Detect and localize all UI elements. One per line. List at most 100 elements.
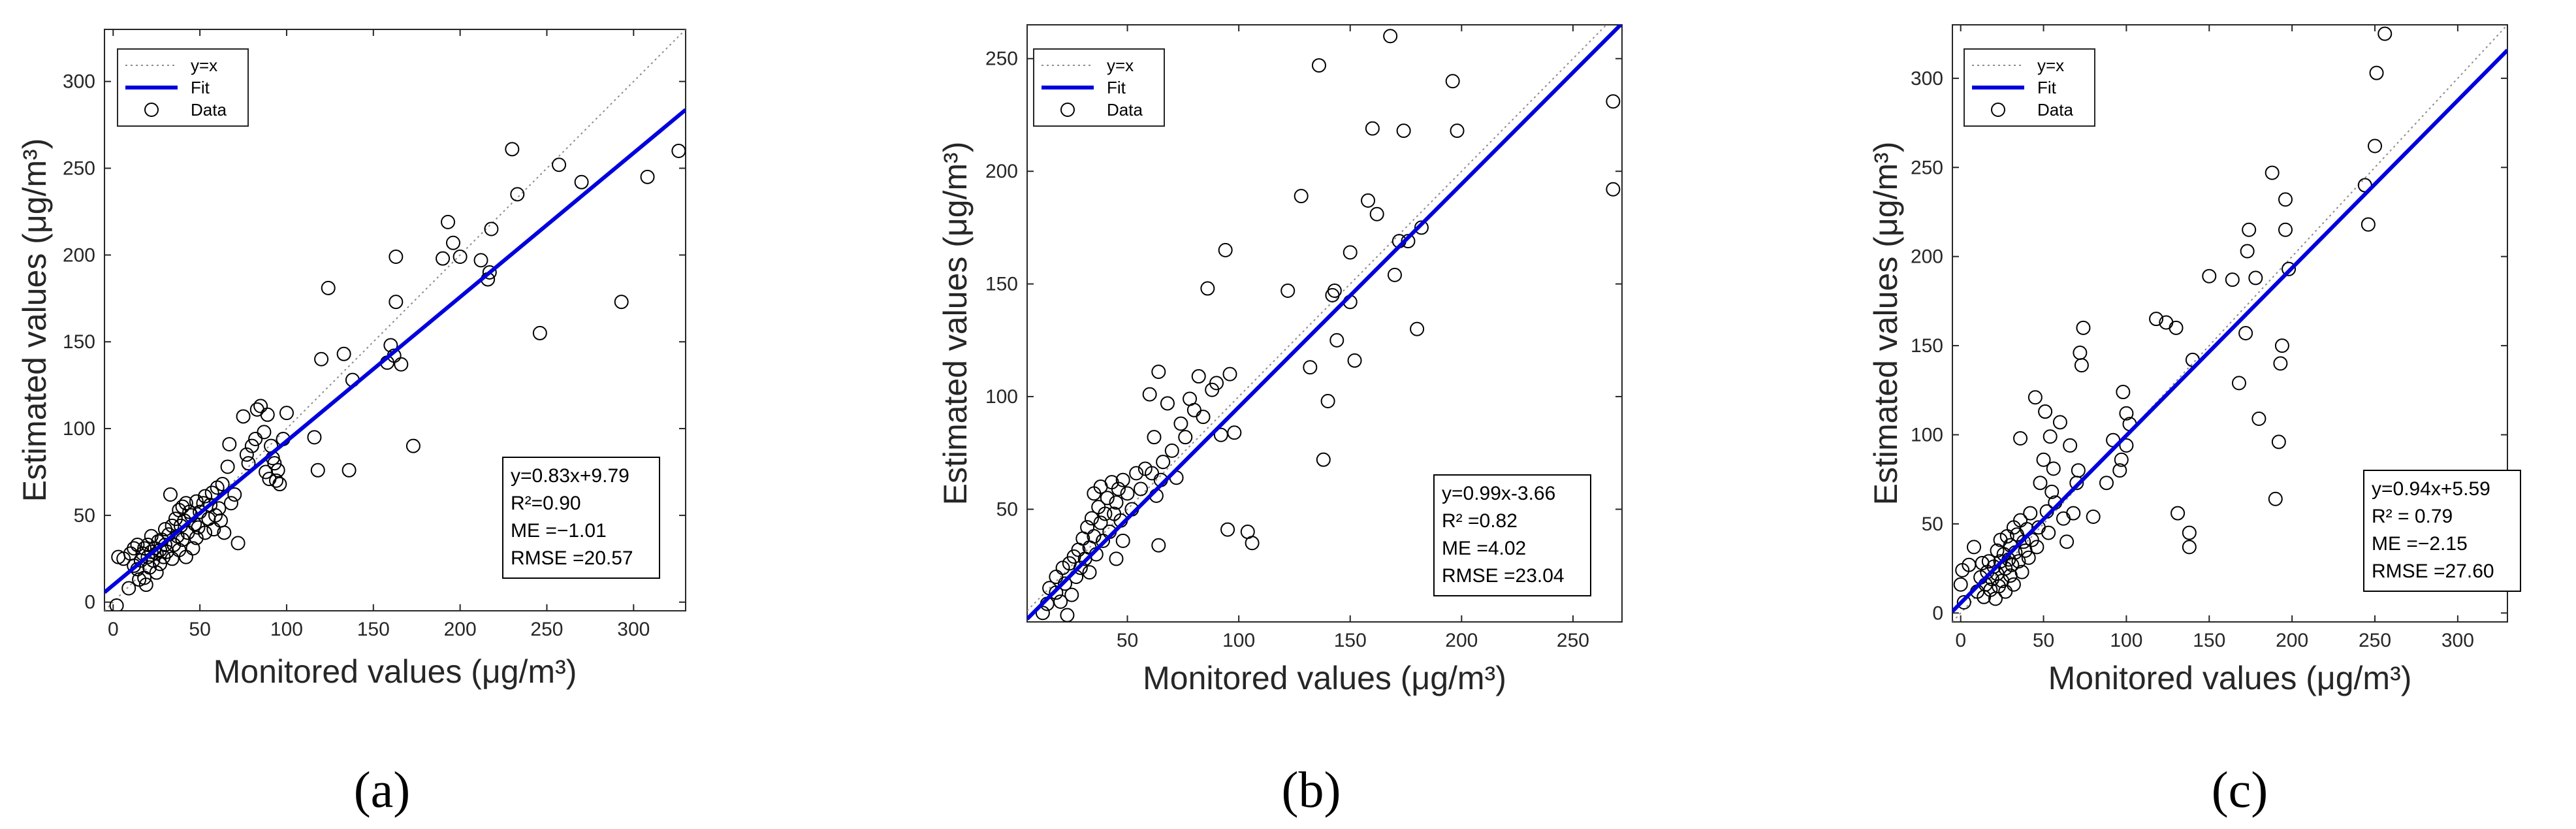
data-point [1311,58,1326,73]
data-point [1303,360,1318,375]
fit-line [104,108,686,594]
legend-label-identity: y=x [2037,56,2064,75]
data-point [1115,472,1130,487]
legend: y=x Fit Data [1033,48,1165,127]
y-axis-title: Estimated values (μg/m³) [1868,142,1904,506]
stats-equation: y=0.99x-3.66 [1442,483,1555,504]
panel-c: 0 50 100 150 200 250 300 0 50 100 150 200 250 300 y=x F… [1868,24,2521,818]
y-tick-label: 50 [74,505,95,527]
stats-rmse: RMSE =20.57 [511,547,633,569]
y-tick-label: 300 [63,71,95,93]
data-point [1218,242,1233,257]
x-tick-label: 200 [1445,630,1478,651]
data-point [231,536,246,551]
data-point [1396,123,1411,138]
data-point [307,430,322,445]
data-point [1082,565,1097,580]
stats-equation: y=0.94x+5.59 [2372,478,2490,500]
data-point [2273,356,2288,371]
data-point [2043,429,2058,444]
data-point [272,477,287,492]
data-point [671,143,686,158]
data-point [1134,481,1149,496]
data-point [2029,540,2044,555]
data-point [473,253,488,268]
data-point [2182,525,2197,540]
data-point [212,501,227,516]
data-point [279,406,294,421]
data-point [1227,425,1242,440]
data-point [389,295,404,310]
x-tick-label: 100 [2110,630,2142,651]
y-tick-label: 0 [84,592,95,613]
data-point [2149,312,2164,327]
data-point [2112,463,2127,478]
stats-r2: R² = 0.79 [2372,506,2453,527]
data-point [453,250,468,265]
y-tick-label: 100 [63,418,95,440]
data-point [185,541,200,556]
stats-equation: y=0.83x+9.79 [511,465,629,487]
data-point [1213,427,1228,442]
data-point [1093,515,1108,530]
data-point [394,357,409,372]
data-point [241,456,256,471]
x-axis-title: Monitored values (μg/m³) [214,653,577,690]
data-point [2071,463,2086,478]
data-point [389,250,404,265]
data-point [383,338,398,353]
y-tick-label: 150 [63,331,95,353]
data-point [1053,594,1068,609]
x-tick-label: 50 [189,619,210,640]
data-point [1990,543,2005,558]
identity-line [1027,25,1607,611]
data-point [2052,415,2067,430]
data-point [482,265,497,280]
data-point [2014,564,2029,579]
data-point [215,477,230,492]
data-point [1414,220,1429,235]
y-tick-label: 150 [985,274,1018,295]
legend-label-identity: y=x [191,56,217,75]
data-point [1387,267,1402,282]
y-tick-label: 300 [1911,68,1943,89]
data-point [1098,506,1113,521]
data-point [2171,506,2186,521]
data-point [2006,577,2021,592]
data-point [2369,65,2384,80]
x-tick-label: 50 [2033,630,2054,651]
x-axis-title: Monitored values (μg/m³) [2048,660,2412,696]
data-point [342,463,357,478]
data-point [1109,551,1124,566]
data-point [1347,353,1362,368]
y-tick-label: 250 [1911,157,1943,178]
data-point [208,508,223,523]
data-point [2044,484,2059,499]
data-point [2038,404,2053,419]
data-point [109,598,124,611]
data-point [1983,582,1998,597]
legend-label-data: Data [2037,100,2073,120]
data-point [1998,561,2013,576]
data-point [1100,491,1115,506]
y-tick-label: 100 [985,386,1018,408]
data-point [1361,193,1376,208]
data-point [1209,376,1224,391]
stats-me: ME =4.02 [1442,538,1526,559]
stats-me: ME =−1.01 [511,520,607,542]
data-point [198,525,213,540]
data-point [2361,217,2376,232]
data-point [1200,281,1215,296]
stats-box-frame [502,457,660,579]
data-point [2238,326,2253,341]
data-point [165,551,180,566]
data-point [1329,333,1344,348]
data-point [206,522,221,537]
data-point [198,489,213,504]
data-point [2278,222,2293,237]
data-point [189,494,204,509]
legend-label-identity: y=x [1107,56,1134,75]
y-tick-label: 150 [1911,335,1943,357]
stats-box: y=0.94x+5.59 R² = 0.79 ME =−2.15 RMSE =27.6… [2363,470,2521,592]
data-point [2076,320,2091,335]
